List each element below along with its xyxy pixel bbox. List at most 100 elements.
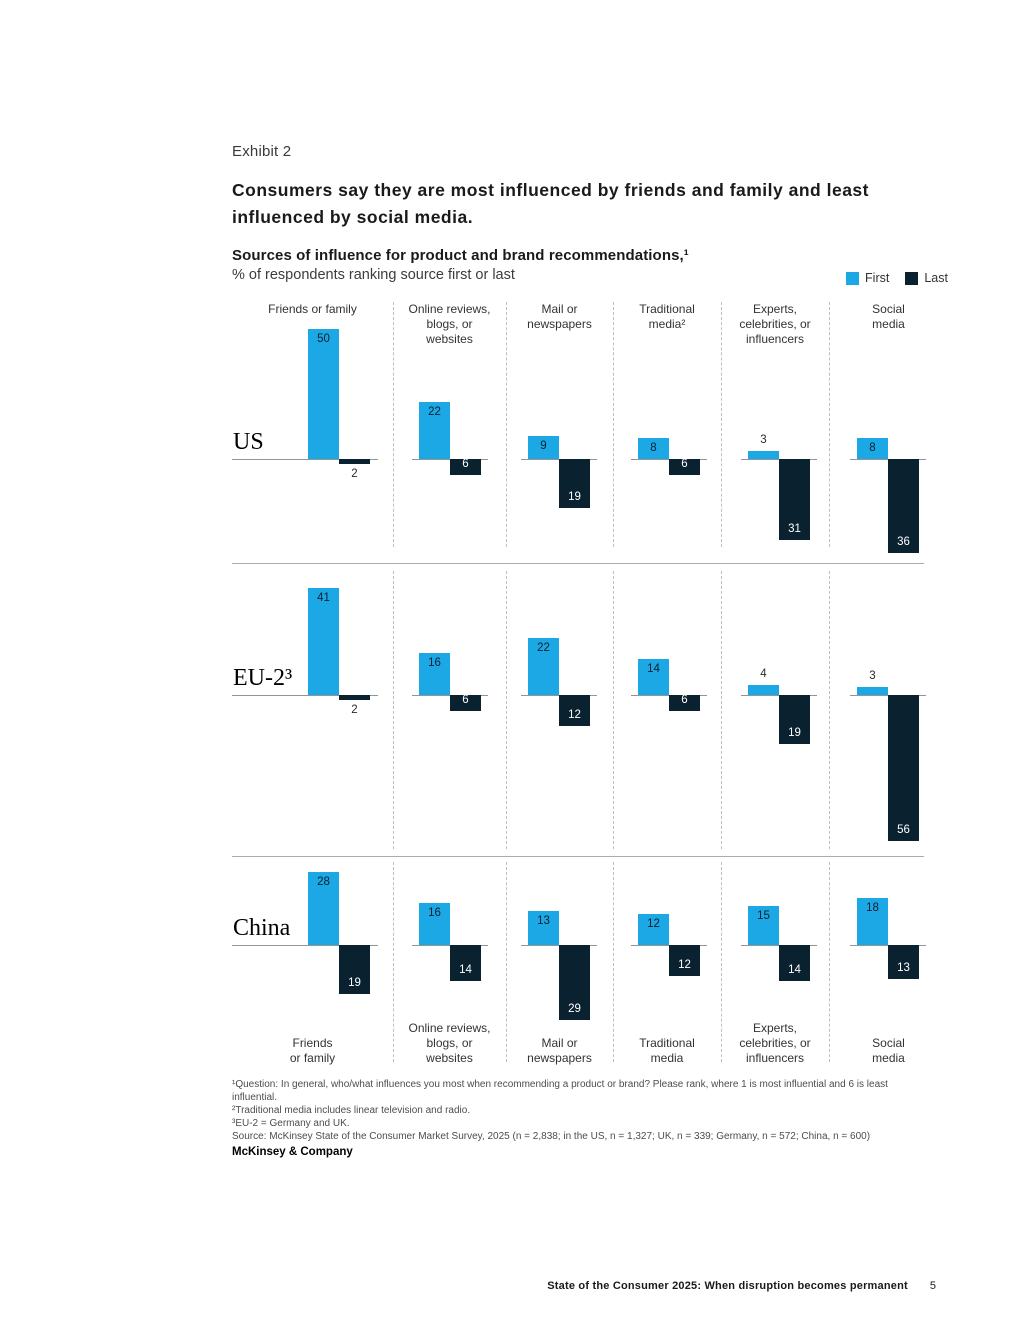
row-label-region: EU-2³ [233,665,293,691]
column-bottom-label: Mail or newspapers [506,1036,613,1066]
bar-first [419,402,450,459]
page-footer: State of the Consumer 2025: When disrupt… [547,1280,936,1292]
bar-value-last: 29 [568,1003,581,1015]
bar-value-last: 2 [351,468,358,480]
footnote-3: ³EU-2 = Germany and UK. [232,1118,350,1129]
footnotes: ¹Question: In general, who/what influenc… [232,1078,932,1143]
column-divider-dashed [393,862,394,1062]
bar-value-last: 56 [897,824,910,836]
bar-last [888,459,919,553]
column-header: Experts, celebrities, or influencers [721,302,829,347]
bar-value-last: 12 [568,709,581,721]
column-divider-dashed [506,862,507,1062]
legend-item-last: Last [905,271,948,285]
column-header: Traditional media² [613,302,721,332]
column-header-line: blogs, or [426,317,473,331]
column-bottom-label: Friends or family [232,1036,393,1066]
column-divider-dashed [506,302,507,547]
column-header: Online reviews, blogs, or websites [393,302,506,347]
column-divider-dashed [829,302,830,547]
bar-first [748,685,779,695]
bar-last [669,945,700,976]
bar-value-first: 16 [428,657,441,669]
bar-last [339,695,370,700]
zero-axis-line [232,459,378,460]
column-bottom-label-line: Online reviews, [408,1021,491,1035]
footer-title: State of the Consumer 2025: When disrupt… [547,1280,908,1292]
row-label-region: US [233,429,264,455]
column-divider-dashed [613,571,614,849]
bar-last [450,945,481,981]
bar-last [450,695,481,711]
bar-value-last: 6 [681,694,688,706]
column-header-line: newspapers [527,317,592,331]
bar-first [857,898,888,945]
column-divider-dashed [721,862,722,1062]
column-bottom-label-line: media [650,1051,684,1065]
bar-value-first: 13 [537,915,550,927]
column-divider-dashed [721,571,722,849]
legend-item-first: First [846,271,889,285]
bar-last [339,459,370,464]
bar-value-first: 14 [647,663,660,675]
bar-value-first: 3 [760,434,767,446]
legend-swatch-last-icon [905,271,919,285]
column-bottom-label-line: Social [872,1036,905,1050]
column-divider-dashed [393,302,394,547]
bar-value-first: 41 [317,592,330,604]
bar-value-first: 9 [540,440,547,452]
column-bottom-label: Experts, celebrities, or influencers [721,1021,829,1066]
bar-value-first: 8 [650,442,657,454]
bar-value-last: 12 [678,959,691,971]
column-header-line: Traditional [639,302,695,316]
column-header: Mail or newspapers [506,302,613,332]
column-header-line: websites [426,332,473,346]
legend: First Last [846,271,948,285]
column-header-line: Social [872,302,905,316]
column-divider-dashed [393,571,394,849]
bar-last [779,459,810,540]
row-label-region: China [233,915,291,941]
legend-label-last: Last [924,271,948,285]
bar-value-first: 8 [869,442,876,454]
bar-value-first: 50 [317,333,330,345]
bar-value-first: 3 [869,670,876,682]
column-bottom-label-line: Traditional [639,1036,695,1050]
bar-first [638,659,669,695]
page-title: Consumers say they are most influenced b… [232,180,869,227]
column-bottom-label-line: influencers [745,1051,805,1065]
chart-title: Sources of influence for product and bra… [232,247,689,264]
bar-value-last: 6 [681,458,688,470]
bar-value-first: 15 [757,910,770,922]
brand-logotype: McKinsey & Company [232,1146,353,1158]
column-header-line: Experts, [752,302,797,316]
bar-first [528,911,559,945]
bar-value-last: 19 [788,727,801,739]
bar-first [748,451,779,459]
bar-value-last: 31 [788,523,801,535]
bar-value-last: 14 [788,964,801,976]
column-bottom-label: Traditional media [613,1036,721,1066]
bar-last [669,695,700,711]
zero-axis-line [232,695,378,696]
bar-first [748,906,779,945]
column-divider-dashed [613,862,614,1062]
bar-value-last: 13 [897,962,910,974]
column-header-line: influencers [745,332,805,346]
column-bottom-label-line: media [872,1051,905,1065]
zero-axis-line [232,945,378,946]
column-bottom-label-line: blogs, or [426,1036,473,1050]
bar-last [559,945,590,1020]
bar-first [308,588,339,695]
column-divider-dashed [506,571,507,849]
bar-value-first: 22 [537,642,550,654]
source-note: Source: McKinsey State of the Consumer M… [232,1131,871,1142]
column-bottom-label-line: Friends [292,1036,333,1050]
column-bottom-label-line: celebrities, or [739,1036,811,1050]
bar-value-last: 6 [462,694,469,706]
column-divider-dashed [613,302,614,547]
column-divider-dashed [829,571,830,849]
bar-value-first: 16 [428,907,441,919]
bar-value-last: 19 [348,977,361,989]
